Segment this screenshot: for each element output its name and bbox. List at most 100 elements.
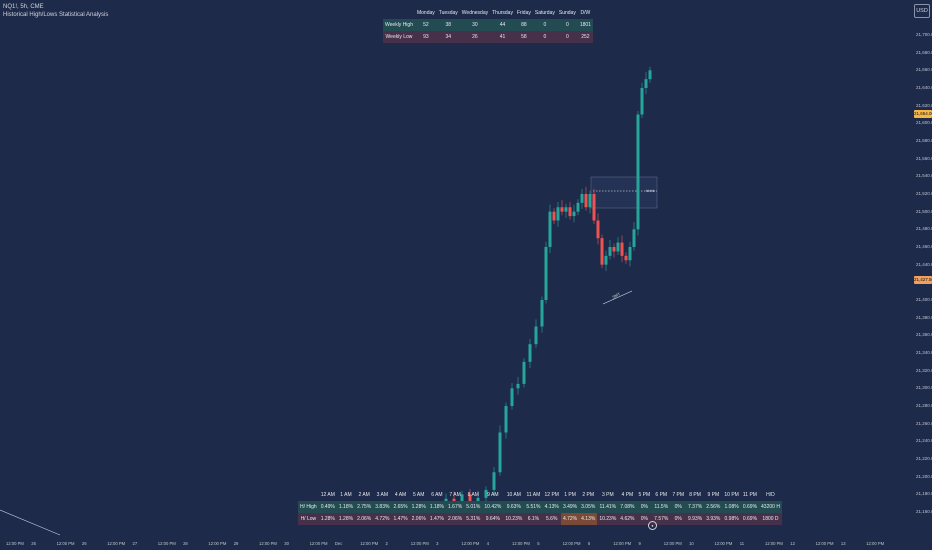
candle-bear [584,194,588,208]
candle-bear [596,220,600,239]
candle-bull [580,194,584,203]
candle-bull [534,326,538,345]
candle-bull [522,361,526,384]
time-axis-tick: 27 [132,541,138,546]
candle-bull [588,194,592,208]
table-cell: 5.31% [464,513,483,525]
table-header-cell: 10 AM [506,492,521,498]
time-axis-tick: 3 [436,541,439,546]
table-header-cell: 2 PM [582,492,595,498]
hourly-stats-table: 12 AM 1 AM 2 AM 3 AM 4 AM 5 AM 6 AM 7 AM 8 AM 9 A… [298,489,782,525]
table-cell: Weekly Low [383,31,415,43]
table-cell: 38 [436,19,460,31]
table-cell: 1.08% [722,501,741,513]
table-cell: 0 [556,19,578,31]
table-header-cell: 7 AM [449,492,461,498]
table-header-row: 12 AM 1 AM 2 AM 3 AM 4 AM 5 AM 6 AM 7 AM 8 AM 9 A… [298,489,782,501]
table-header-cell: 6 AM [431,492,443,498]
price-axis-tick: 21,540.00 [916,173,932,179]
candle-bull [564,207,568,212]
candle-bull [556,207,560,221]
table-cell: 1.28% [336,513,356,525]
table-header-cell [383,7,415,19]
price-axis-tick: 21,220.00 [916,456,932,461]
time-axis-tick: 26 [81,541,87,546]
weekly-stats-table: Monday Tuesday Wednesday Thursday Friday Satu… [383,7,593,43]
table-cell: 9.63% [503,501,525,513]
price-axis-tick: 21,620.00 [916,102,932,108]
time-axis-tick: 12:00 PM [6,541,24,546]
table-cell: H/ High [298,501,319,513]
candle-bull [504,406,508,433]
table-header-cell: 11 AM [526,492,541,498]
price-axis-tick: 21,500.00 [916,208,932,214]
table-cell: 0% [636,501,653,513]
table-header-cell: 3 AM [376,492,389,498]
range-box-label: bbbb [646,188,655,193]
table-cell: 34 [436,31,460,43]
price-axis-tick: 21,180.00 [916,491,932,497]
price-axis-tick: 21,280.00 [916,403,932,408]
candle-bull [628,247,632,261]
table-cell: 1800 D [759,513,782,525]
candle-bear [560,207,564,212]
candle-bull [636,114,640,230]
secondary-price-tag: 21,427.50 [914,276,932,284]
time-axis-tick: 25 [31,541,36,546]
table-cell: 2.06% [355,513,374,525]
table-header-cell: Thursday [492,10,513,16]
table-cell: Weekly High [383,19,415,31]
event-flag-icon[interactable]: ● [648,521,657,530]
table-cell: 0 [532,19,557,31]
table-header-cell: 12 PM [544,492,559,498]
candle-bear [568,207,572,217]
table-header-cell: Friday [516,10,531,16]
table-cell: 7.37% [686,501,705,513]
price-axis-tick: 21,380.00 [916,314,932,320]
candlestick-series [436,66,652,516]
candle-bear [552,211,556,221]
table-header-cell: 9 PM [707,492,720,498]
price-axis-tick: 21,160.00 [916,509,932,514]
time-axis-tick: 12:00 PM [208,541,227,546]
table-header-cell [298,489,319,501]
time-axis-tick: 12:00 PM [461,541,480,546]
table-cell: 1801 [577,19,593,31]
candle-bear [468,494,472,502]
smt-line [602,290,633,305]
table-cell: 5.01% [464,501,483,513]
candle-bear [620,242,624,256]
time-axis-tick: 4 [486,541,490,546]
table-header-cell: 8 AM [467,492,479,498]
table-cell: 93 [414,31,437,43]
table-cell: 1.18% [336,501,356,513]
time-axis-tick: 2 [385,541,388,546]
time-axis-tick: 9 [638,541,641,546]
table-cell: 4.72% [560,513,580,525]
currency-button[interactable]: USD [914,4,930,18]
table-header-cell: 5 PM [638,492,651,498]
table-header-cell: 8 PM [689,492,701,498]
table-row: H/ High 0.49% 1.18% 2.75% 3.83% 2.65% 1.28% 1.1… [298,501,782,513]
symbol-line[interactable]: NQ1!, 5h, CME [3,4,44,10]
symbol-info: NQ1!, 5h, CME Historical High/Lows Stati… [3,3,108,19]
table-header-cell: D/W [580,10,591,16]
table-header-cell: 10 PM [724,492,739,498]
indicator-name[interactable]: Historical High/Lows Statistical Analysi… [3,12,109,18]
table-header-cell: Tuesday [438,10,458,16]
candle-bear [612,247,616,252]
table-cell: 10.42% [482,501,504,513]
candle-bear [624,255,628,261]
table-cell: 2.56% [704,501,723,513]
table-cell: 7.57% [652,513,671,525]
table-cell: 4.13% [579,513,598,525]
table-cell: 1.67% [446,501,465,513]
price-axis-tick: 21,660.00 [916,67,932,73]
price-axis-tick: 21,460.00 [916,244,932,249]
table-cell: 5.51% [524,501,543,513]
time-axis-tick: 12:00 PM [866,541,885,546]
time-axis-tick: 12:00 PM [663,541,682,546]
candle-bear [592,194,596,221]
time-axis-tick: 12:00 PM [815,541,834,546]
